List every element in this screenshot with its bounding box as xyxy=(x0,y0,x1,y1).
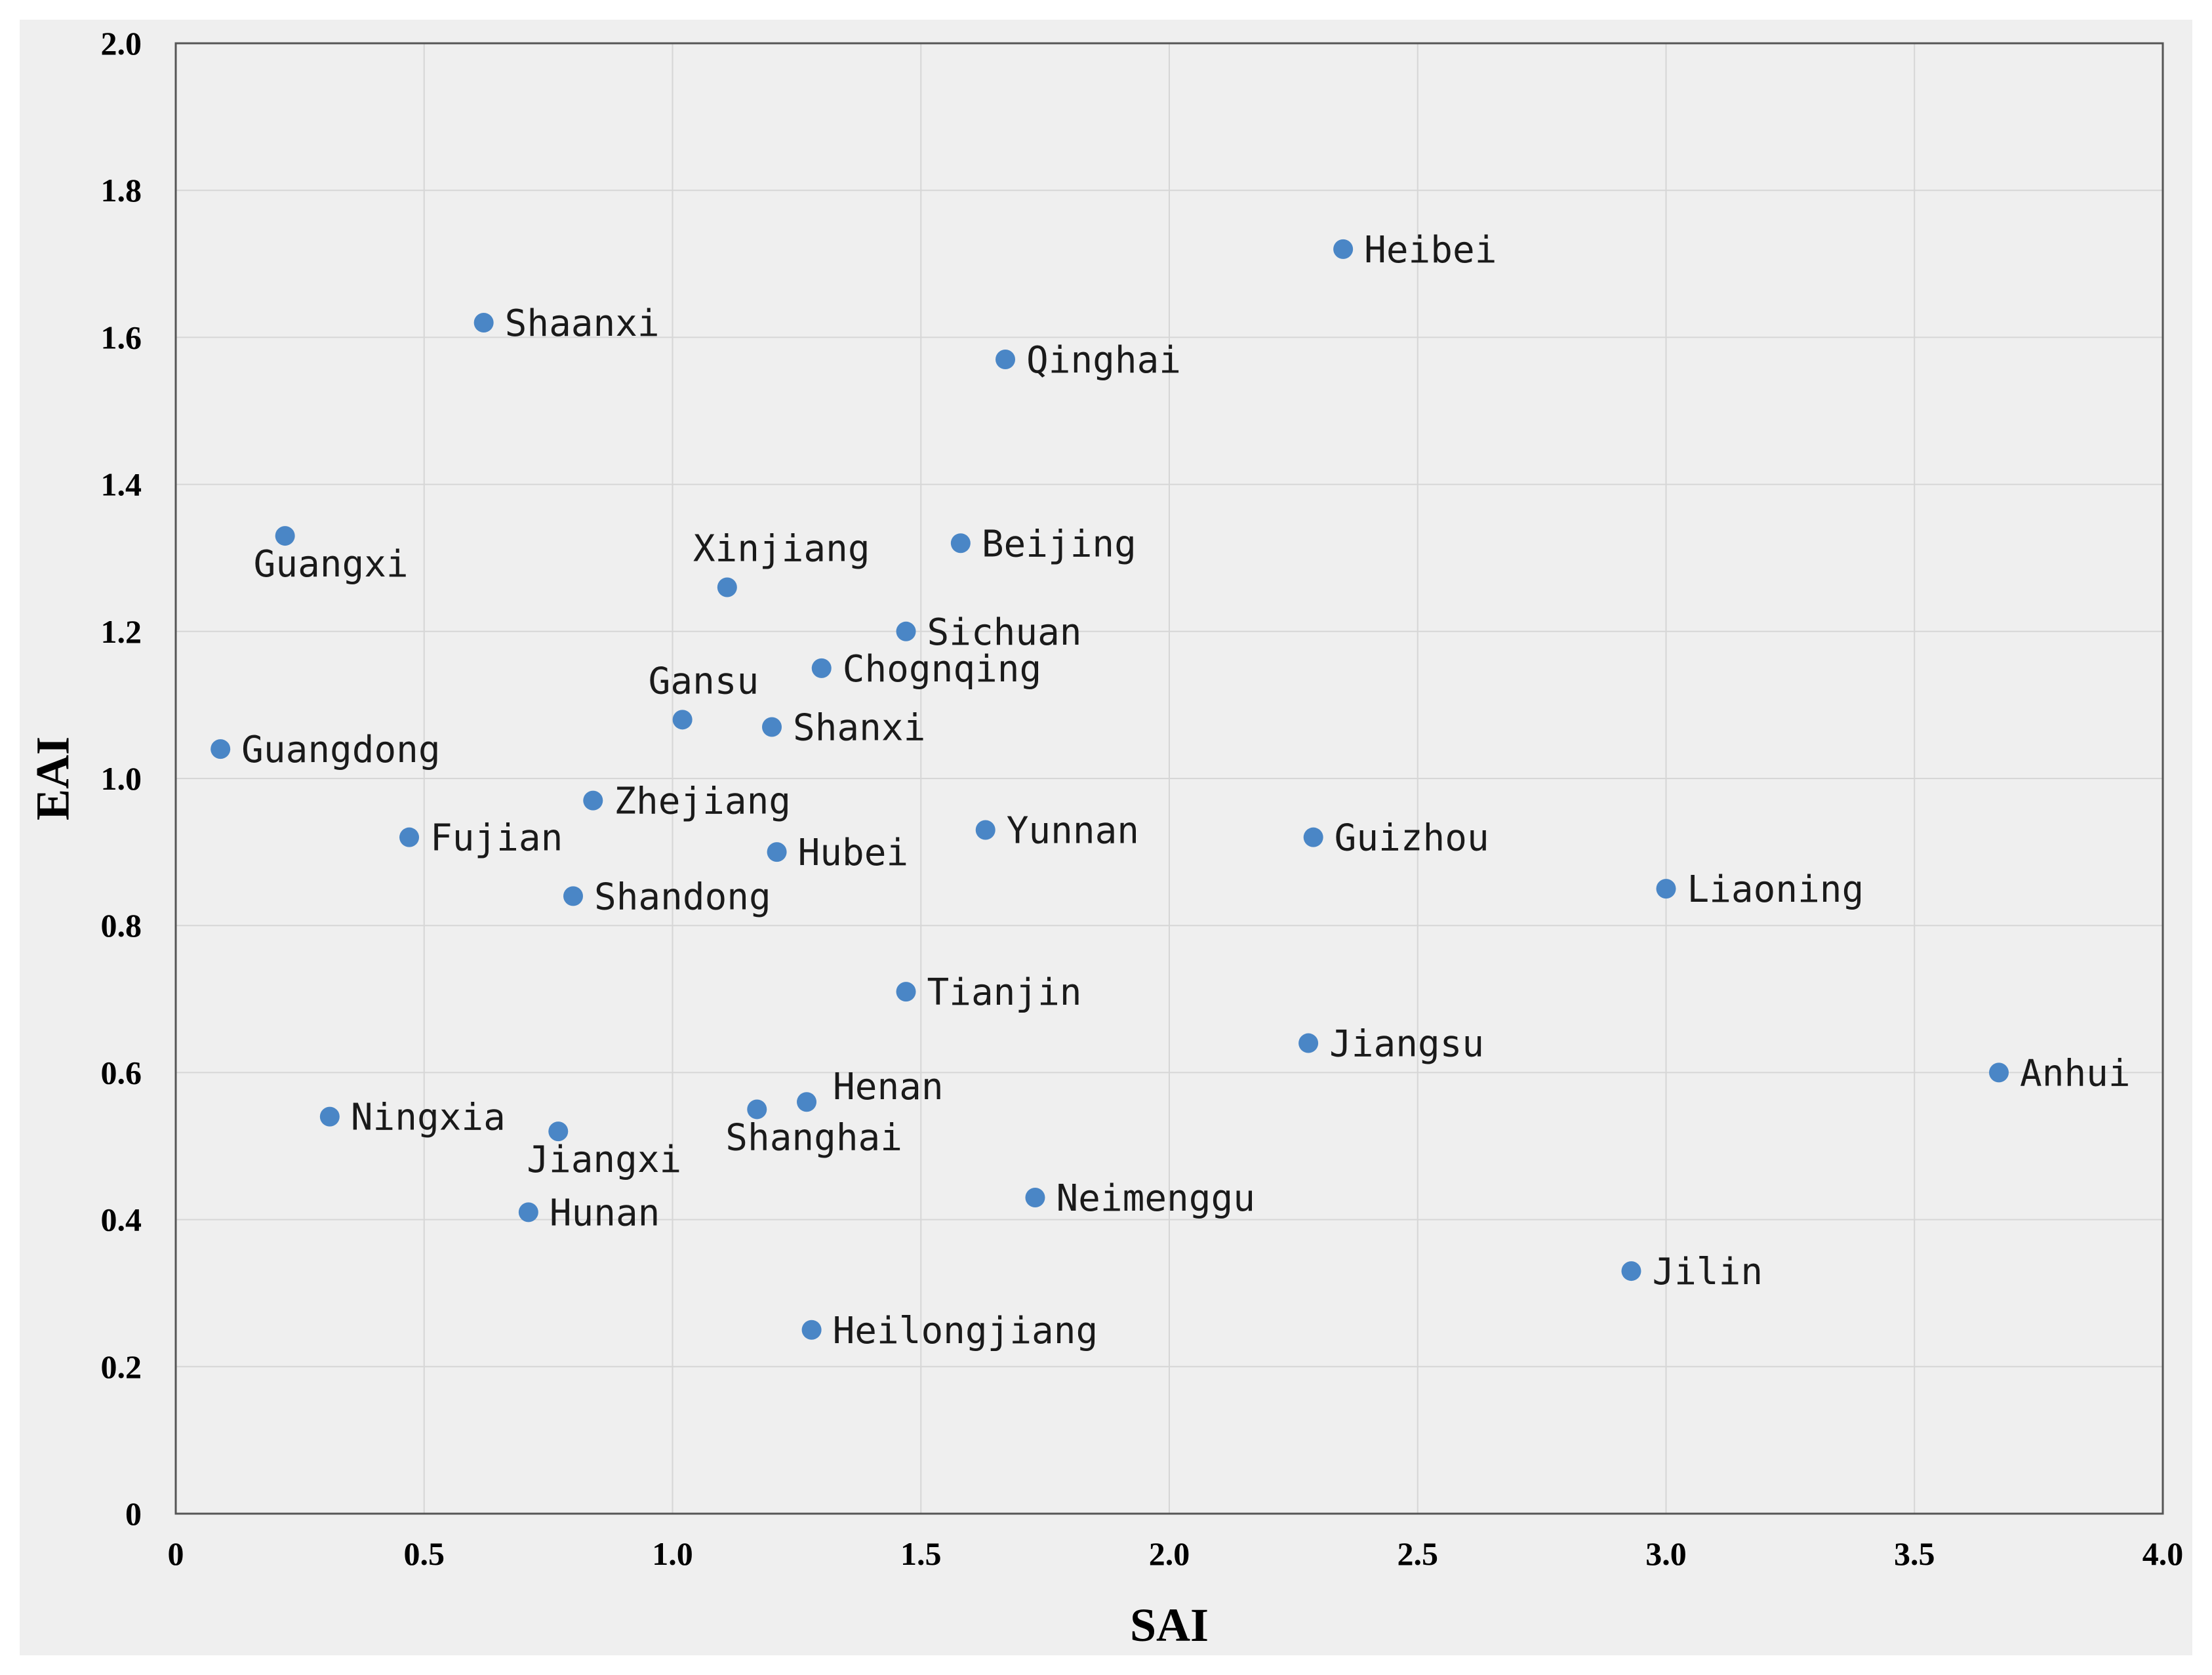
data-point xyxy=(995,350,1016,370)
data-point xyxy=(518,1202,538,1222)
point-label: Guizhou xyxy=(1335,817,1489,860)
point-label: Anhui xyxy=(2020,1052,2131,1095)
y-tick-label: 0 xyxy=(125,1495,142,1532)
x-tick-label: 2.5 xyxy=(1398,1535,1439,1572)
data-point xyxy=(1025,1187,1045,1207)
data-point xyxy=(950,533,971,554)
data-point xyxy=(747,1099,767,1120)
data-point xyxy=(1621,1261,1641,1281)
data-point xyxy=(762,717,782,737)
point-label: Yunnan xyxy=(1007,809,1139,852)
data-point xyxy=(1303,827,1323,847)
point-label: Jiangsu xyxy=(1329,1023,1484,1066)
point-label: Heibei xyxy=(1364,229,1497,272)
data-point xyxy=(896,982,916,1002)
point-label: Henan xyxy=(833,1066,944,1108)
x-tick-label: 4.0 xyxy=(2142,1535,2184,1572)
point-label: Jiangxi xyxy=(527,1139,681,1181)
x-tick-label: 1.5 xyxy=(900,1535,942,1572)
point-label: Gansu xyxy=(649,660,759,702)
data-point xyxy=(811,658,832,678)
y-tick-label: 0.4 xyxy=(101,1201,142,1238)
data-point xyxy=(1298,1033,1319,1053)
point-label: Tianjin xyxy=(927,971,1082,1014)
data-point xyxy=(801,1320,822,1340)
x-tick-label: 0 xyxy=(168,1535,184,1572)
data-point xyxy=(319,1106,340,1127)
point-label: Neimenggu xyxy=(1056,1177,1255,1220)
y-tick-label: 0.2 xyxy=(101,1348,142,1385)
data-point xyxy=(767,842,787,862)
y-tick-label: 0.6 xyxy=(101,1054,142,1091)
x-tick-label: 3.5 xyxy=(1894,1535,1935,1572)
data-point xyxy=(275,526,295,546)
x-tick-label: 2.0 xyxy=(1149,1535,1190,1572)
point-label: Shandong xyxy=(594,876,771,918)
point-label: Hunan xyxy=(550,1192,660,1234)
data-point xyxy=(797,1092,817,1112)
data-point xyxy=(975,820,995,840)
data-point xyxy=(672,710,693,730)
y-tick-label: 1.8 xyxy=(101,172,142,209)
point-label: Shanghai xyxy=(725,1116,902,1159)
grid-lines xyxy=(175,43,2163,1514)
data-point xyxy=(583,790,603,811)
y-tick-labels: 0 0.2 0.4 0.6 0.8 1.0 1.2 1.4 1.6 1.8 2.0 xyxy=(101,25,142,1532)
data-point xyxy=(563,886,583,906)
y-tick-label: 2.0 xyxy=(101,25,142,62)
data-point xyxy=(473,312,494,333)
point-label: Zhejiang xyxy=(614,780,791,823)
point-label: Fujian xyxy=(430,817,563,860)
x-tick-label: 3.0 xyxy=(1645,1535,1687,1572)
x-tick-labels: 0 0.5 1.0 1.5 2.0 2.5 3.0 3.5 4.0 xyxy=(168,1535,2184,1572)
data-point xyxy=(1333,239,1354,259)
point-label: Hubei xyxy=(798,832,909,874)
y-tick-label: 1.0 xyxy=(101,760,142,797)
point-label: Xinjiang xyxy=(693,528,870,571)
point-label: Qinghai xyxy=(1026,339,1181,382)
point-label: Guangdong xyxy=(241,729,440,771)
point-label: Jilin xyxy=(1652,1251,1763,1293)
point-label: Heilongjiang xyxy=(833,1310,1098,1352)
point-label: Beijing xyxy=(982,523,1136,565)
point-label: Liaoning xyxy=(1687,868,1864,911)
point-label: Shanxi xyxy=(793,707,925,750)
data-point xyxy=(717,577,737,597)
point-label: Guangxi xyxy=(254,543,409,586)
data-point xyxy=(1656,879,1676,899)
point-label: Shaanxi xyxy=(505,302,660,345)
data-point xyxy=(548,1121,569,1142)
y-tick-label: 1.4 xyxy=(101,466,142,503)
data-point xyxy=(1989,1062,2009,1083)
y-tick-label: 0.8 xyxy=(101,907,142,944)
x-tick-label: 0.5 xyxy=(404,1535,445,1572)
point-label: Chognqing xyxy=(843,648,1041,691)
plot-border xyxy=(174,42,2164,1515)
x-axis-title: SAI xyxy=(1130,1599,1209,1651)
data-point xyxy=(896,621,916,641)
y-tick-label: 1.2 xyxy=(101,613,142,650)
data-point xyxy=(211,739,231,759)
point-labels: Heibei Shaanxi Qinghai Guangxi Beijing Xinjia… xyxy=(241,229,2130,1352)
y-tick-label: 1.6 xyxy=(101,319,142,355)
point-label: Sichuan xyxy=(927,611,1082,654)
point-label: Ningxia xyxy=(351,1097,506,1139)
y-axis-title: EAI xyxy=(27,737,79,820)
x-tick-label: 1.0 xyxy=(652,1535,693,1572)
data-point xyxy=(399,827,420,847)
data-points xyxy=(211,239,2009,1340)
